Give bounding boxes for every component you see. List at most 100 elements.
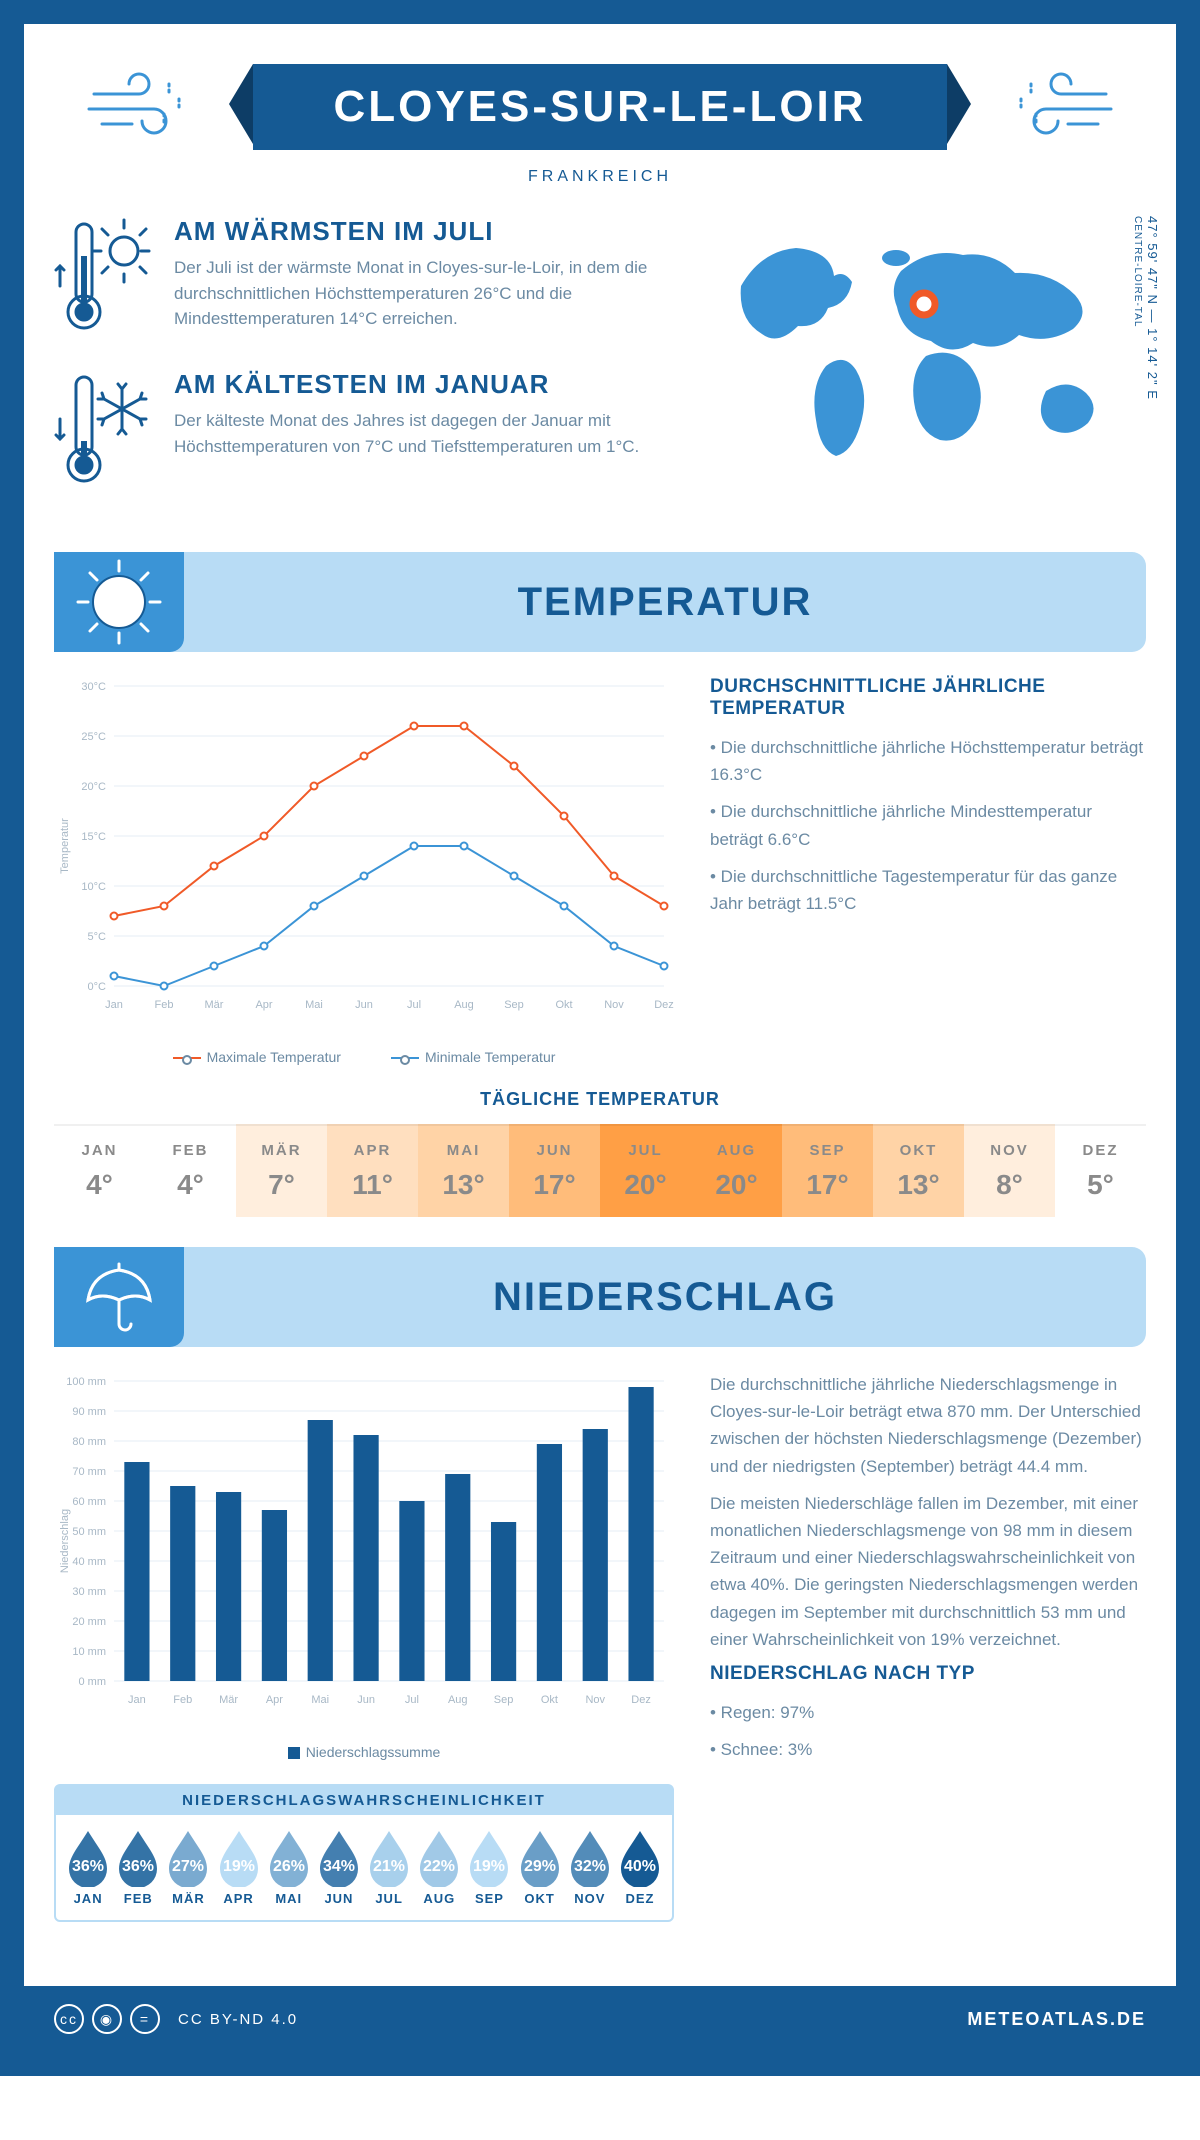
daily-month: OKT [877, 1142, 960, 1159]
precip-drop: 22% AUG [415, 1829, 463, 1906]
precip-drop: 32%NOV [566, 1829, 614, 1906]
svg-text:Temperatur: Temperatur [59, 818, 71, 874]
svg-text:Jan: Jan [128, 1694, 146, 1706]
svg-text:50 mm: 50 mm [72, 1526, 106, 1538]
daily-month: FEB [149, 1142, 232, 1159]
svg-text:Sep: Sep [504, 999, 524, 1011]
daily-temp-cell: MÄR7° [236, 1124, 327, 1217]
svg-text:100 mm: 100 mm [66, 1376, 106, 1388]
precipitation-banner: NIEDERSCHLAG [54, 1247, 1146, 1347]
svg-text:Mai: Mai [305, 999, 323, 1011]
svg-text:Feb: Feb [173, 1694, 192, 1706]
drop-month: APR [215, 1891, 263, 1906]
svg-text:0 mm: 0 mm [79, 1676, 107, 1688]
daily-temp-cell: DEZ5° [1055, 1124, 1146, 1217]
precip-drop: 36%FEB [114, 1829, 162, 1906]
drop-month: JUL [365, 1891, 413, 1906]
precip-prob-title: NIEDERSCHLAGSWAHRSCHEINLICHKEIT [56, 1786, 672, 1815]
daily-value: 4° [149, 1169, 232, 1201]
svg-text:36%: 36% [122, 1858, 154, 1875]
page-title: CLOYES-SUR-LE-LOIR [253, 64, 946, 150]
daily-temp-cell: AUG20° [691, 1124, 782, 1217]
daily-temp-cell: MAI13° [418, 1124, 509, 1217]
precip-type-2: • Schnee: 3% [710, 1736, 1146, 1763]
license-text: CC BY-ND 4.0 [178, 2011, 298, 2028]
daily-value: 7° [240, 1169, 323, 1201]
precip-para-1: Die durchschnittliche jährliche Niedersc… [710, 1371, 1146, 1480]
daily-value: 20° [604, 1169, 687, 1201]
daily-value: 17° [513, 1169, 596, 1201]
wind-icon [84, 64, 204, 149]
header: CLOYES-SUR-LE-LOIR [54, 44, 1146, 150]
svg-text:26%: 26% [273, 1858, 305, 1875]
svg-text:Nov: Nov [585, 1694, 605, 1706]
wind-icon [996, 64, 1116, 149]
daily-temp-cell: FEB 4° [145, 1124, 236, 1217]
daily-value: 11° [331, 1169, 414, 1201]
precip-prob-drops: 36%JAN36%FEB27%MÄR19%APR26%MAI34%JUN21%J… [56, 1815, 672, 1906]
region: CENTRE-LOIRE-TAL [1132, 216, 1143, 327]
daily-value: 20° [695, 1169, 778, 1201]
daily-temp-cell: NOV8° [964, 1124, 1055, 1217]
warmest-block: AM WÄRMSTEN IM JULI Der Juli ist der wär… [54, 216, 676, 341]
sun-icon [54, 552, 184, 652]
warmest-body: Der Juli ist der wärmste Monat in Cloyes… [174, 255, 676, 332]
temp-bullet-2: • Die durchschnittliche jährliche Mindes… [710, 798, 1146, 852]
drop-month: JAN [64, 1891, 112, 1906]
daily-month: DEZ [1059, 1142, 1142, 1159]
precip-drop: 29%OKT [516, 1829, 564, 1906]
daily-month: SEP [786, 1142, 869, 1159]
thermometer-hot-icon [54, 216, 154, 341]
lat: 47° 59' 47" N [1145, 216, 1160, 305]
intro-text-column: AM WÄRMSTEN IM JULI Der Juli ist der wär… [54, 216, 676, 522]
temp-bullet-3: • Die durchschnittliche Tagestemperatur … [710, 863, 1146, 917]
svg-text:Apr: Apr [255, 999, 272, 1011]
thermometer-cold-icon [54, 369, 154, 494]
svg-text:22%: 22% [423, 1858, 455, 1875]
svg-text:Sep: Sep [494, 1694, 514, 1706]
nd-icon: = [130, 2004, 160, 2034]
svg-text:Mai: Mai [311, 1694, 329, 1706]
coldest-body: Der kälteste Monat des Jahres ist dagege… [174, 408, 676, 459]
temp-bullet-1: • Die durchschnittliche jährliche Höchst… [710, 734, 1146, 788]
daily-month: APR [331, 1142, 414, 1159]
legend-min: Minimale Temperatur [391, 1049, 555, 1065]
temperature-chart: 0°C5°C10°C15°C20°C25°C30°CJanFebMärAprMa… [54, 676, 674, 1065]
drop-month: AUG [415, 1891, 463, 1906]
precip-probability-box: NIEDERSCHLAGSWAHRSCHEINLICHKEIT 36%JAN36… [54, 1784, 674, 1922]
daily-temp-cell: APR 11° [327, 1124, 418, 1217]
warmest-text: AM WÄRMSTEN IM JULI Der Juli ist der wär… [174, 216, 676, 341]
svg-text:34%: 34% [323, 1858, 355, 1875]
svg-text:Okt: Okt [541, 1694, 558, 1706]
svg-text:Dez: Dez [631, 1694, 651, 1706]
svg-text:19%: 19% [473, 1858, 505, 1875]
svg-text:Jun: Jun [357, 1694, 375, 1706]
coldest-block: AM KÄLTESTEN IM JANUAR Der kälteste Mona… [54, 369, 676, 494]
daily-month: JAN [58, 1142, 141, 1159]
world-map: 47° 59' 47" N — 1° 14' 2" E CENTRE-LOIRE… [716, 216, 1146, 522]
temperature-row: 0°C5°C10°C15°C20°C25°C30°CJanFebMärAprMa… [54, 676, 1146, 1065]
precipitation-row: 0 mm10 mm20 mm30 mm40 mm50 mm60 mm70 mm8… [54, 1371, 1146, 1922]
svg-text:15°C: 15°C [81, 831, 106, 843]
precip-legend: Niederschlagssumme [54, 1744, 674, 1760]
svg-text:90 mm: 90 mm [72, 1406, 106, 1418]
site-name: METEOATLAS.DE [967, 2009, 1146, 2030]
svg-text:30 mm: 30 mm [72, 1586, 106, 1598]
precipitation-chart: 0 mm10 mm20 mm30 mm40 mm50 mm60 mm70 mm8… [54, 1371, 674, 1922]
precip-drop: 27%MÄR [164, 1829, 212, 1906]
precip-drop: 36%JAN [64, 1829, 112, 1906]
precip-type-1: • Regen: 97% [710, 1699, 1146, 1726]
daily-temp-cell: SEP17° [782, 1124, 873, 1217]
svg-text:Jul: Jul [405, 1694, 419, 1706]
daily-value: 8° [968, 1169, 1051, 1201]
content: CLOYES-SUR-LE-LOIR FRANKREICH AM WÄRMSTE… [24, 24, 1176, 1986]
daily-value: 13° [877, 1169, 960, 1201]
svg-text:20 mm: 20 mm [72, 1616, 106, 1628]
temperature-banner: TEMPERATUR [54, 552, 1146, 652]
daily-month: JUN [513, 1142, 596, 1159]
precip-para-2: Die meisten Niederschläge fallen im Deze… [710, 1490, 1146, 1653]
daily-value: 4° [58, 1169, 141, 1201]
daily-month: MAI [422, 1142, 505, 1159]
svg-text:10 mm: 10 mm [72, 1646, 106, 1658]
coldest-heading: AM KÄLTESTEN IM JANUAR [174, 369, 676, 400]
